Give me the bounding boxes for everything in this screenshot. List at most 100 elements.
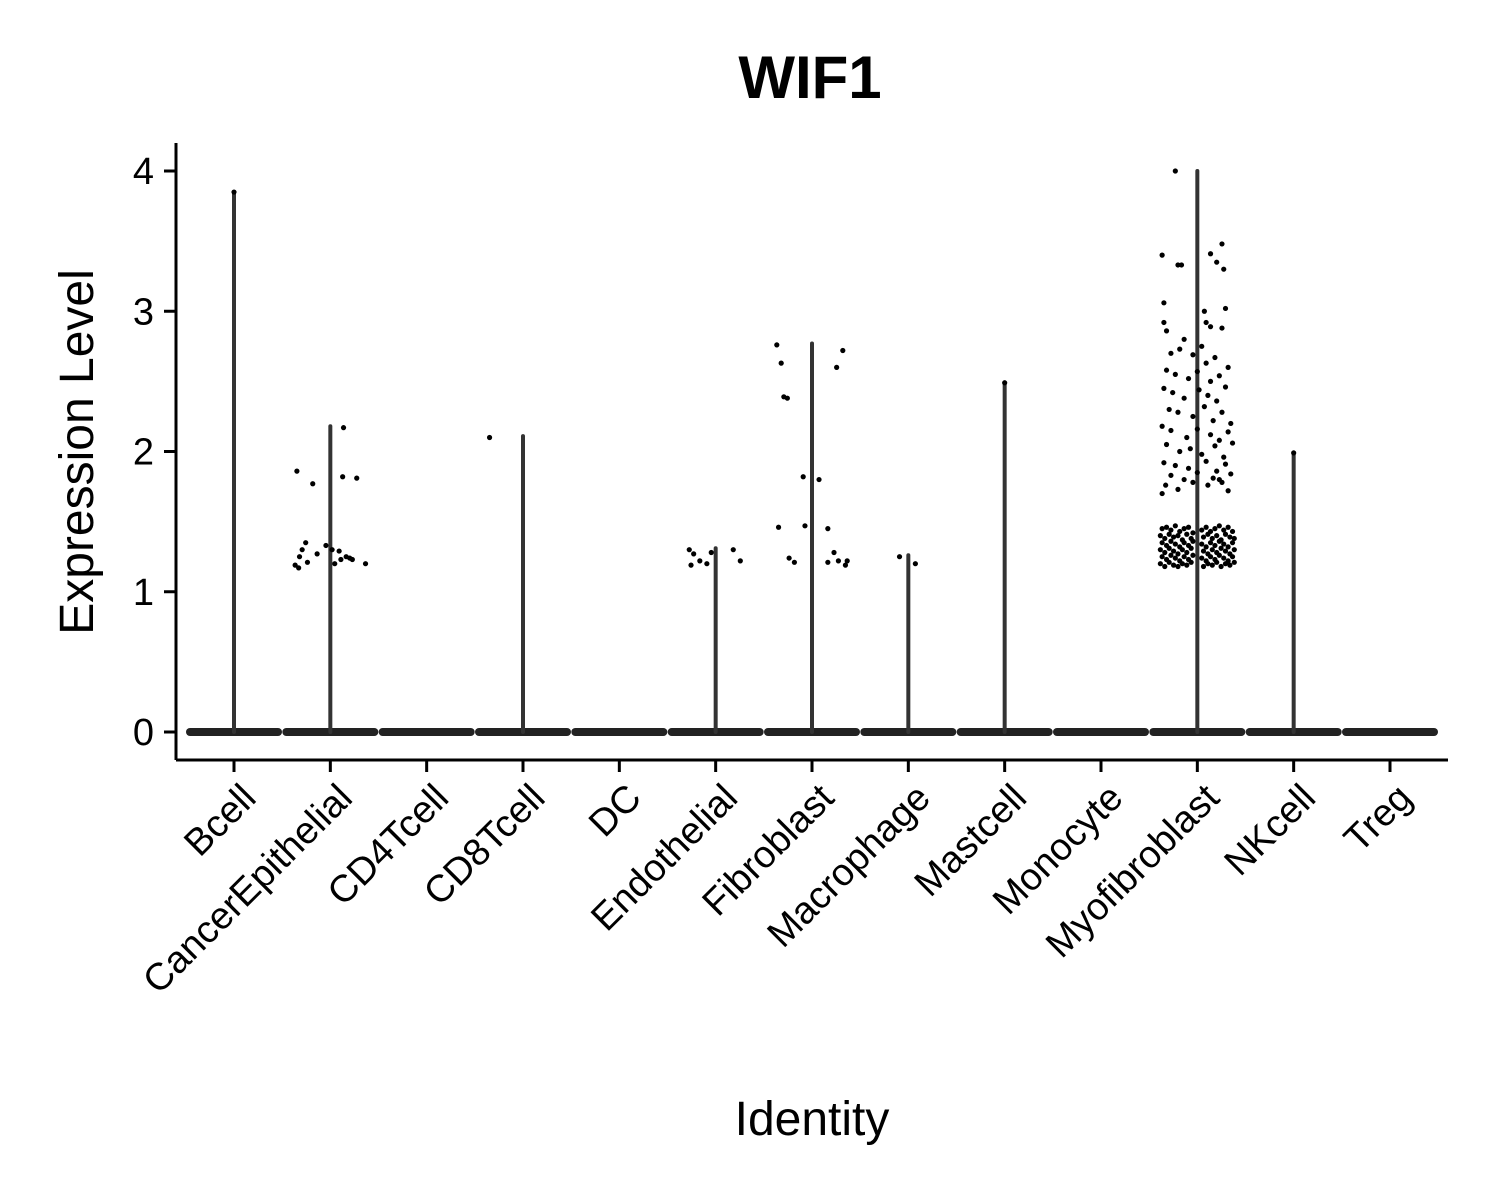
data-point <box>1190 479 1196 485</box>
data-point <box>1168 552 1174 558</box>
data-point <box>1159 554 1165 560</box>
data-point <box>1209 562 1215 568</box>
data-point <box>1163 482 1169 488</box>
data-point <box>1184 562 1190 568</box>
data-point <box>1181 395 1187 401</box>
data-point <box>1157 547 1163 553</box>
data-point <box>340 474 346 480</box>
data-point <box>1172 168 1178 174</box>
data-point <box>1177 346 1183 352</box>
data-point <box>486 434 493 441</box>
data-point <box>1199 527 1205 533</box>
violin-group <box>1245 450 1342 736</box>
data-point <box>1168 350 1174 356</box>
data-point <box>1214 533 1220 539</box>
data-point <box>730 547 736 553</box>
data-point <box>304 559 311 565</box>
data-point <box>835 558 842 564</box>
data-point <box>1163 441 1170 448</box>
data-point <box>1179 561 1185 567</box>
data-point <box>1229 440 1236 446</box>
data-point <box>1168 538 1174 544</box>
data-point <box>1181 336 1187 342</box>
data-point <box>1200 563 1207 570</box>
data-point <box>840 347 846 354</box>
data-point <box>1170 534 1177 540</box>
data-point <box>1190 413 1196 420</box>
violin-group <box>956 380 1053 736</box>
data-point <box>1200 534 1207 540</box>
data-point <box>1228 420 1234 427</box>
data-point <box>1163 367 1170 373</box>
data-point <box>314 551 320 557</box>
data-point <box>1222 461 1229 467</box>
data-point <box>1199 451 1205 457</box>
data-point <box>1179 547 1185 553</box>
data-point <box>1209 547 1215 553</box>
data-point <box>1221 541 1227 547</box>
data-point <box>303 540 309 546</box>
data-point <box>1162 563 1168 570</box>
data-point <box>697 558 703 564</box>
data-point <box>1205 392 1211 398</box>
data-point <box>1159 423 1165 429</box>
x-axis-title: Identity <box>735 1093 890 1146</box>
data-point <box>296 565 302 571</box>
data-point <box>1212 354 1218 361</box>
data-point <box>1185 375 1192 382</box>
data-point <box>1157 561 1163 567</box>
data-point <box>704 561 710 567</box>
data-point <box>1177 528 1183 535</box>
data-point <box>1201 308 1207 314</box>
data-point <box>1221 555 1227 561</box>
data-point <box>1172 541 1178 547</box>
data-point <box>1219 241 1225 247</box>
data-point <box>1181 554 1187 560</box>
data-point <box>1175 409 1181 415</box>
data-point <box>1229 528 1236 535</box>
data-point <box>1185 465 1192 471</box>
y-tick-label: 1 <box>133 572 154 614</box>
data-point <box>1205 482 1211 488</box>
data-point <box>1225 524 1231 530</box>
data-point <box>1218 545 1224 551</box>
data-point <box>737 558 743 564</box>
data-point <box>1161 319 1167 326</box>
data-point <box>1210 418 1216 424</box>
data-point <box>1190 530 1196 536</box>
data-point <box>1203 319 1209 326</box>
data-point <box>802 523 808 529</box>
x-tick-label: DC <box>581 777 650 846</box>
data-point <box>1166 406 1172 413</box>
data-point <box>825 559 831 565</box>
data-point <box>1225 488 1231 494</box>
data-point <box>1216 373 1222 379</box>
data-point <box>1184 549 1190 556</box>
data-point <box>786 555 792 561</box>
data-point <box>831 549 837 556</box>
data-point <box>1212 542 1218 549</box>
data-point <box>1219 409 1225 415</box>
data-point <box>1218 563 1224 570</box>
violin-group <box>282 424 379 736</box>
data-point <box>774 342 780 348</box>
data-point <box>1170 548 1177 554</box>
data-point <box>1181 526 1187 532</box>
data-point <box>1175 486 1181 492</box>
data-point <box>1216 476 1222 483</box>
y-tick-label: 4 <box>133 151 154 193</box>
data-point <box>1231 547 1237 553</box>
data-point <box>1216 538 1222 544</box>
data-point <box>1159 540 1165 546</box>
x-tick-label: Treg <box>1336 777 1420 861</box>
data-point <box>1166 545 1172 551</box>
data-point <box>1228 471 1234 477</box>
data-point <box>1227 534 1233 540</box>
data-point <box>1229 554 1236 560</box>
data-point <box>1225 429 1231 435</box>
data-point <box>1225 544 1231 550</box>
data-point <box>1203 544 1209 550</box>
data-point <box>1219 325 1225 331</box>
data-point <box>1163 524 1170 530</box>
